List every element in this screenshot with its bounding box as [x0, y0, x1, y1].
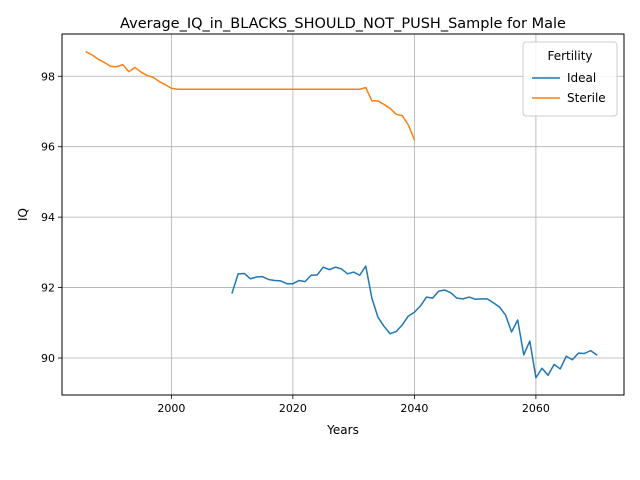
series-lines: [85, 50, 598, 379]
y-tick-label: 96: [41, 141, 55, 154]
x-axis: 2000 2020 2040 2060: [157, 395, 550, 415]
legend: Fertility Ideal Sterile: [522, 41, 618, 117]
x-tick-label: 2040: [400, 402, 428, 415]
legend-label-ideal: Ideal: [567, 71, 596, 85]
chart-title: Average_IQ_in_BLACKS_SHOULD_NOT_PUSH_Sam…: [120, 16, 566, 32]
y-axis-label: IQ: [16, 208, 30, 221]
y-tick-label: 90: [41, 352, 55, 365]
y-axis: 90 92 94 96 98: [41, 70, 62, 365]
legend-title: Fertility: [547, 49, 592, 63]
x-tick-label: 2060: [522, 402, 550, 415]
series-line-ideal: [231, 265, 598, 379]
legend-label-sterile: Sterile: [567, 91, 606, 105]
y-tick-label: 98: [41, 70, 55, 83]
y-tick-label: 94: [41, 211, 55, 224]
x-tick-label: 2000: [157, 402, 185, 415]
y-tick-label: 92: [41, 282, 55, 295]
plot-frame: [61, 33, 625, 396]
x-axis-label: Years: [326, 423, 359, 437]
x-tick-label: 2020: [279, 402, 307, 415]
series-line-sterile: [85, 50, 416, 141]
